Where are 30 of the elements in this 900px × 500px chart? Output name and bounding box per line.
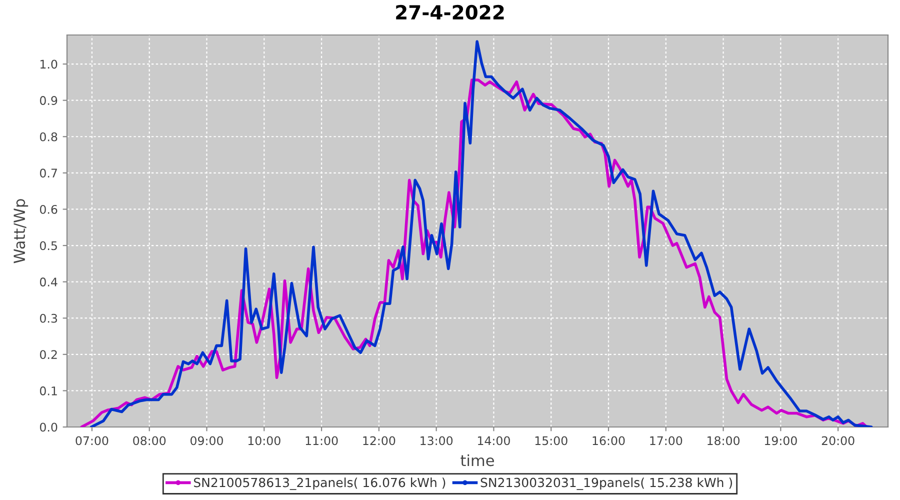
- y-tick-label: 0.1: [40, 386, 57, 396]
- x-tick-label: 13:00: [420, 436, 453, 446]
- x-tick-label: 14:00: [478, 436, 510, 446]
- x-tick-label: 09:00: [190, 436, 223, 446]
- y-tick-label: 0.4: [40, 278, 58, 286]
- x-tick-label: 15:00: [535, 436, 568, 446]
- x-tick-label: 11:00: [306, 436, 338, 446]
- x-tick-label: 10:00: [248, 436, 280, 446]
- x-tick-label: 18:00: [708, 436, 740, 446]
- y-tick-label: 0.7: [40, 168, 57, 178]
- legend-label: SN2130032031_19panels( 15.238 kWh ): [480, 478, 732, 490]
- y-tick-label: 0.2: [40, 350, 57, 360]
- y-tick-label: 0.8: [40, 132, 58, 142]
- chart-title: 27-4-2022: [396, 4, 504, 20]
- x-tick-label: 19:00: [764, 436, 797, 446]
- y-axis-title: Watt/Wp: [14, 199, 28, 264]
- y-tick-label: 0.6: [40, 204, 58, 214]
- y-tick-label: 1.0: [40, 60, 58, 69]
- x-axis-title: time: [460, 454, 494, 466]
- legend-label: SN2100578613_21panels( 16.076 kWh ): [194, 478, 446, 490]
- y-tick-label: 0.0: [40, 422, 58, 432]
- x-tick-label: 07:00: [76, 436, 108, 446]
- x-tick-label: 08:00: [133, 436, 166, 446]
- x-tick-label: 17:00: [650, 436, 682, 446]
- y-tick-label: 0.5: [40, 241, 57, 250]
- y-tick-label: 0.3: [40, 314, 58, 323]
- x-tick-label: 12:00: [363, 436, 396, 446]
- y-tick-label: 0.9: [40, 96, 58, 105]
- x-tick-label: 20:00: [822, 436, 854, 446]
- x-tick-label: 16:00: [592, 436, 625, 446]
